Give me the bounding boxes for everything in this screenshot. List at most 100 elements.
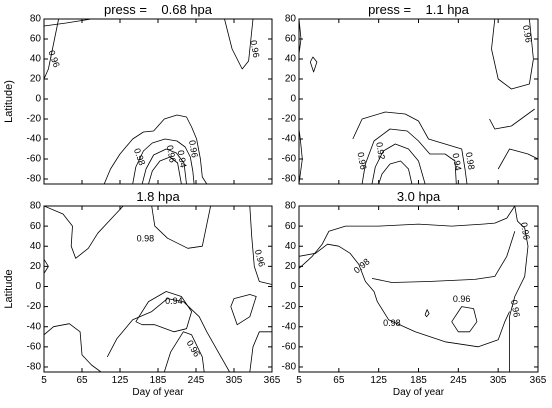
contour-label-5: 0.94 <box>176 149 189 168</box>
x-tick-label: 365 <box>264 375 281 386</box>
y-tick-label: -80 <box>282 362 297 373</box>
plot-frame <box>43 18 273 185</box>
y-tick-label: 20 <box>30 261 42 272</box>
contour-label-5: 0.98 <box>464 151 477 170</box>
contour-label-2: 0.96 <box>356 151 369 170</box>
y-tick-label: -20 <box>282 114 297 125</box>
x-tick-label: 365 <box>530 375 547 386</box>
contour-line-1 <box>44 206 124 259</box>
contour-line-5 <box>451 306 478 333</box>
y-tick-label: -40 <box>282 134 297 145</box>
contour-label-5: 0.96 <box>509 299 522 318</box>
y-tick-label: 60 <box>30 221 42 232</box>
y-tick-label: -40 <box>27 134 42 145</box>
y-tick-label: 20 <box>30 74 42 85</box>
contour-line-2 <box>299 128 303 184</box>
y-tick-label: 60 <box>285 221 297 232</box>
contour-label-4: 0.96 <box>185 338 202 358</box>
x-tick-label: 305 <box>490 375 507 386</box>
chart-panel-3: 0.98 0.96 0.94 0.96 80 60 40 20 0 -20 -40 -60 -80 5 65… <box>3 189 281 398</box>
contour-line-8 <box>163 331 205 372</box>
y-tick-label: -40 <box>27 321 42 332</box>
y-tick-label: -80 <box>27 362 42 373</box>
contour-label-3: 0.94 <box>165 296 183 306</box>
contour-line-4 <box>371 231 516 283</box>
contour-line-1 <box>509 206 529 372</box>
plot-frame <box>43 205 273 373</box>
contour-line-1 <box>44 19 92 27</box>
y-tick-label: 0 <box>290 281 296 292</box>
contour-line-10 <box>378 160 413 184</box>
contour-lines <box>44 206 272 372</box>
contour-line-5 <box>44 323 102 372</box>
contour-line-6 <box>141 148 187 184</box>
y-tick-label: -60 <box>27 341 42 352</box>
y-tick-label: -20 <box>27 114 42 125</box>
y-tick-label: -80 <box>282 174 297 185</box>
y-tick-label: -20 <box>282 301 297 312</box>
x-tick-label: 5 <box>41 375 47 386</box>
contour-line-3 <box>224 19 254 70</box>
y-tick-label: 0 <box>35 94 41 105</box>
contour-line-7 <box>148 156 182 184</box>
y-tick-label: -80 <box>27 174 42 185</box>
contour-line-7 <box>352 111 468 184</box>
x-tick-label: 65 <box>76 375 88 386</box>
panel-title: press = 0.68 hpa <box>104 2 213 17</box>
panel-title: 1.8 hpa <box>136 189 180 204</box>
contour-line-2 <box>44 19 59 80</box>
y-tick-label: -60 <box>282 341 297 352</box>
chart-panel-4: 0.960.980.960.980.96806040200-20-40-60-8… <box>282 189 547 398</box>
contour-line-2 <box>299 206 516 269</box>
contour-line-3 <box>44 259 49 274</box>
panel-title: 3.0 hpa <box>397 189 441 204</box>
y-tick-label: -40 <box>282 321 297 332</box>
x-tick-label: 125 <box>112 375 129 386</box>
x-tick-label: 305 <box>226 375 243 386</box>
y-tick-label: 40 <box>285 241 297 252</box>
y-tick-label: -20 <box>27 301 42 312</box>
y-axis-label: Latitude) <box>3 80 15 123</box>
contour-label-3: 0.96 <box>453 294 471 304</box>
contour-line-4 <box>103 114 208 184</box>
y-tick-label: 0 <box>290 94 296 105</box>
contour-line-7 <box>135 291 192 333</box>
contour-line-6 <box>497 148 538 170</box>
y-tick-label: -60 <box>27 154 42 165</box>
x-tick-label: 125 <box>370 375 387 386</box>
chart-panel-2: 0.96 0.96 0.92 0.94 0.98 80 60 40 20 0 -20 -40 -60 -8… <box>282 2 539 185</box>
contour-label-1: 0.96 <box>519 222 532 241</box>
contour-lines <box>299 19 538 184</box>
y-tick-label: 40 <box>30 241 42 252</box>
contour-line-2 <box>151 206 211 249</box>
x-tick-label: 245 <box>450 375 467 386</box>
contour-line-6 <box>106 298 230 372</box>
contour-line-5 <box>489 108 535 130</box>
contour-line-4 <box>249 206 272 285</box>
contour-line-3 <box>309 56 318 73</box>
x-axis-label: Day of year <box>132 387 184 398</box>
y-tick-label: 20 <box>285 74 297 85</box>
contour-label-2: 0.96 <box>248 39 261 58</box>
contour-line-3 <box>299 243 510 348</box>
y-tick-label: 0 <box>35 281 41 292</box>
x-axis-label: Day of year <box>393 387 445 398</box>
y-tick-label: 20 <box>285 261 297 272</box>
y-tick-label: 80 <box>285 201 297 212</box>
contour-line-5 <box>132 138 195 184</box>
x-tick-label: 5 <box>296 375 302 386</box>
y-tick-label: 80 <box>285 14 297 25</box>
plot-frame <box>298 18 539 185</box>
x-tick-label: 185 <box>150 375 167 386</box>
contour-label-4: 0.94 <box>451 152 464 171</box>
contour-label-6: 0.96 <box>187 139 200 158</box>
contour-line-9 <box>249 331 272 372</box>
contour-label-2: 0.96 <box>253 248 267 268</box>
y-tick-label: 80 <box>30 14 42 25</box>
y-tick-label: 80 <box>30 201 42 212</box>
y-tick-label: 60 <box>30 34 42 45</box>
contour-label-1: 0.98 <box>137 234 155 244</box>
chart-panel-1: 0.96 0.960.98 0.960.940.96806040200-20-40-… <box>3 2 273 185</box>
contour-line-10 <box>230 294 257 326</box>
